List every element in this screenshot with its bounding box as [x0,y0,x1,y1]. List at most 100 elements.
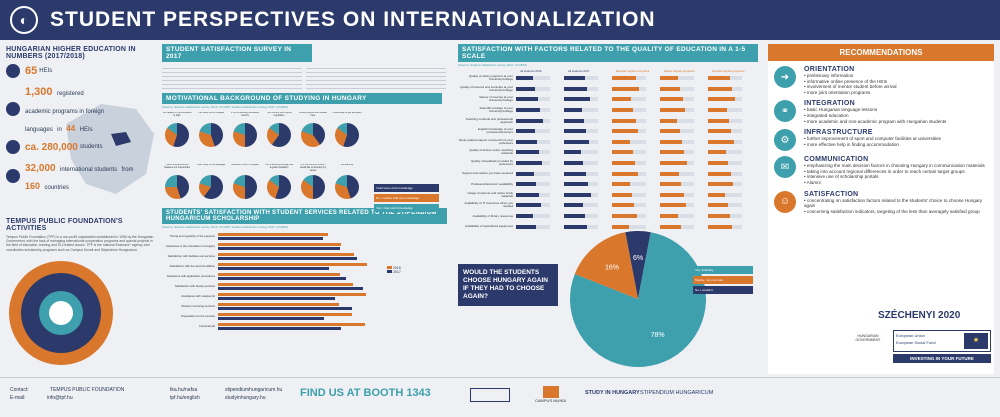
services-legend: 2016 2017 [387,266,401,274]
services-label: Satisfaction with facilities and service… [167,253,215,258]
sat-label: Professors/lecturers' availability [471,181,513,186]
sat-cell [516,224,550,229]
web-link[interactable]: stipendiumhungaricum.hu [225,387,283,393]
sat-cell [660,161,694,166]
pie-slice [625,231,651,299]
motiv-pie-item: The tuition fee is cheaper [196,112,226,152]
motiv-pie-item: The quality of the education is high [162,112,192,152]
legend-item: I had some prior knowledge [374,184,439,192]
sat-column-header: Master degree programs [664,69,695,73]
motiv-pie-item: It is the country where I would like to … [298,164,328,204]
sat-column-header: All students 2017 [568,69,590,73]
europe-map [66,104,154,194]
motiv-pie [301,123,325,147]
sat-cell [612,76,646,81]
web-link[interactable]: studyinhungary.hu [225,395,266,401]
bar-2017 [218,326,341,330]
sat-cell [612,214,646,219]
stat-text: students [79,144,103,150]
eu-logo: European Union European Social Fund ★ [893,330,991,352]
legend-item: No, I wouldn't [693,286,753,294]
services-row: Satisfaction with facilities and service… [162,251,452,261]
sat-cell [564,192,598,197]
booth-text: FIND US AT BOOTH 1343 [300,387,431,399]
services-row: Assistance with application procedures [162,271,452,281]
sat-row: Study-related support received from your… [458,137,763,148]
pie-label: The quality of the education is high [162,112,192,117]
students-icon [6,140,20,154]
sat-row: Quality of lecture notes, teaching mater… [458,147,763,158]
recommendation-line: • taking into account regional differenc… [804,168,965,174]
services-chart: Timing and regularity of the payment Assi… [162,231,452,331]
motiv-source: (Source: Student satisfaction survey 201… [162,105,289,109]
pie-data-label: 78% [651,332,665,339]
stats-block: 65 HEIs 1,300 registered academic progra… [6,64,156,214]
header: ◐ STUDENT PERSPECTIVES ON INTERNATIONALI… [0,0,1000,40]
email-link[interactable]: info@tpf.hu [46,395,73,401]
satisfaction-column: SATISFACTION WITH FACTORS RELATED TO THE… [458,44,763,367]
sat-cell [564,214,598,219]
satisfaction-icon: ☺ [774,190,796,213]
sat-cell [564,86,598,91]
study-in-hungary-logo: STUDY IN HUNGARY [585,390,640,396]
sat-cell [708,108,742,113]
stat-number: 1,300 [25,86,53,98]
web-link[interactable]: tpf.hu/english [170,395,200,401]
sat-row: Availability of library resources [458,211,763,222]
stat-row: 1,300 registered academic programs in fo… [6,82,156,136]
choose-again-pie: 6% 78% 16% [570,231,706,367]
services-label: Financial aid [199,323,215,328]
footer: Contact: TEMPUS PUBLIC FOUNDATION E-mail… [0,377,1000,417]
motiv-pie-item: There is a partnership between our unive… [162,164,192,204]
sat-cell [708,161,742,166]
university-icon [6,64,20,78]
recommendation-line: • concerning satisfaction indicators, ta… [804,208,980,214]
recommendation-list: ➜ ORIENTATION • preliminary information • i… [768,66,994,214]
sat-cell [708,192,742,197]
bar-2016 [218,292,366,296]
services-label: Assistance with application procedures [166,273,215,278]
bar-2017 [218,236,323,240]
stat-number: 65 [25,65,38,77]
pie-label: It is the country where I would like to … [299,164,327,172]
services-label: Student mentoring services [181,303,215,308]
survey-text-right [306,65,446,89]
sat-cell [564,129,598,134]
sat-cell [708,171,742,176]
orientation-icon: ➜ [774,66,796,88]
contact-block: Contact: TEMPUS PUBLIC FOUNDATION E-mail… [10,386,124,402]
bar-2017 [218,286,363,290]
sat-label: Variety of courses at your University/Co… [479,95,513,103]
sat-columns: All students 2016 All students 2017 Bachel… [520,69,763,73]
tpf-wheel [6,258,136,368]
bar-2016 [218,312,352,316]
sat-cell [660,86,694,91]
sat-cell [516,150,550,155]
sat-cell [660,108,694,113]
sat-label: Availability of library resources [472,213,513,218]
pie-label: The tuition fee is cheaper [197,112,225,114]
legend-item: Yes, definitely [693,266,753,274]
recommendation-line: • more effective help in finding accommo… [804,141,899,147]
sat-cell [564,108,598,113]
services-label: Preparation for the courses [181,313,215,318]
recommendation-item: ✉ COMMUNICATION • emphasizing the main dec… [774,156,988,185]
stat-text: countries [44,185,69,191]
pie-label: The University/College has a good reputa… [264,164,294,169]
sat-cell [516,118,550,123]
sat-cell [660,224,694,229]
pie-label: It was easy to get accepted [332,112,362,114]
recommendation-line: • basic Hungarian language lessons [804,107,878,113]
recommendation-item: ⚙ INFRASTRUCTURE • further improvement of … [774,129,988,152]
web-link[interactable]: tka.hu/nafsa [170,387,198,393]
sat-label: Availability of specialized equipment [465,224,513,229]
motiv-pie [267,123,291,147]
services-title: STUDENTS' SATISFACTION WITH STUDENT SERV… [162,208,447,224]
recommendation-line: • intensive use of scholarship portals [804,174,879,180]
recommendation-line: • emphasizing the main decision factors … [804,163,985,169]
services-source: (Source: Student satisfaction survey 201… [162,225,289,229]
sat-cell [516,139,550,144]
motiv-pie-item: The University/College has a good reputa… [264,164,294,204]
legend-item: 2016 [392,266,401,270]
sat-row: Usage of internet and online study mater… [458,190,763,201]
